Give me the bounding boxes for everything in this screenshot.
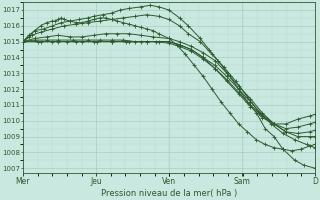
X-axis label: Pression niveau de la mer( hPa ): Pression niveau de la mer( hPa ) — [101, 189, 237, 198]
